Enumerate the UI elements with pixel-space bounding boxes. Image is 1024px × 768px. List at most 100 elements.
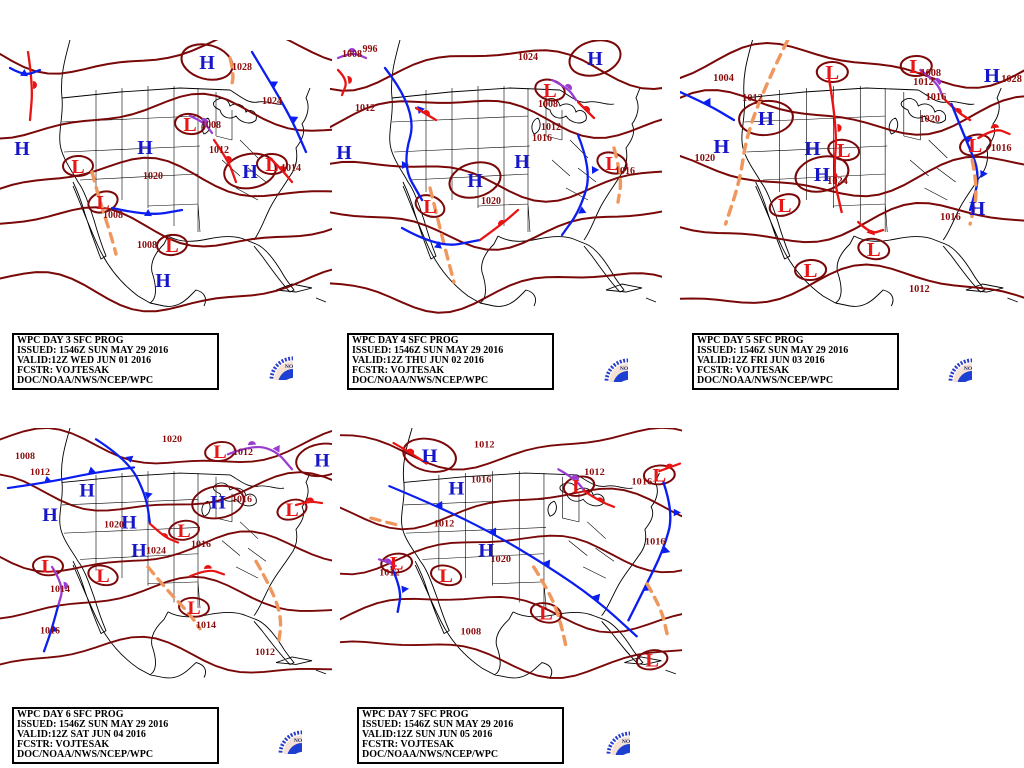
svg-text:H: H xyxy=(14,138,30,160)
noaa-logo xyxy=(254,706,302,754)
caption-title: WPC DAY 3 SFC PROG xyxy=(17,335,124,346)
svg-text:1020: 1020 xyxy=(162,434,182,445)
svg-text:H: H xyxy=(969,198,985,220)
svg-text:L: L xyxy=(41,557,54,577)
svg-text:L: L xyxy=(572,477,586,498)
svg-text:1016: 1016 xyxy=(40,626,60,637)
caption-issued: ISSUED: 1546Z SUN MAY 29 2016 xyxy=(697,345,849,356)
svg-text:L: L xyxy=(390,554,404,575)
caption-title: WPC DAY 7 SFC PROG xyxy=(362,709,469,720)
svg-text:L: L xyxy=(177,521,190,541)
svg-text:H: H xyxy=(713,136,729,158)
svg-text:H: H xyxy=(155,270,171,292)
svg-text:H: H xyxy=(79,481,95,501)
svg-text:L: L xyxy=(645,650,659,671)
svg-text:1008: 1008 xyxy=(342,49,362,60)
svg-text:H: H xyxy=(467,170,483,192)
svg-text:1008: 1008 xyxy=(201,120,221,131)
svg-text:L: L xyxy=(439,566,453,587)
svg-text:L: L xyxy=(543,80,556,102)
svg-text:1012: 1012 xyxy=(742,93,763,104)
svg-text:L: L xyxy=(825,62,839,84)
caption-agency: DOC/NOAA/NWS/NCEP/WPC xyxy=(352,375,489,386)
svg-text:1012: 1012 xyxy=(209,145,229,156)
svg-text:L: L xyxy=(183,114,196,136)
svg-text:L: L xyxy=(187,598,200,618)
svg-text:L: L xyxy=(778,195,792,217)
caption-forecaster: FCSTR: VOJTESAK xyxy=(352,365,445,376)
svg-text:H: H xyxy=(587,48,603,70)
svg-text:1016: 1016 xyxy=(191,539,211,550)
svg-text:1012: 1012 xyxy=(355,103,375,114)
svg-text:1012: 1012 xyxy=(434,519,455,529)
caption-valid: VALID:12Z THU JUN 02 2016 xyxy=(352,355,484,366)
svg-text:L: L xyxy=(213,443,226,463)
svg-text:H: H xyxy=(42,505,58,525)
svg-text:H: H xyxy=(448,478,464,499)
svg-text:L: L xyxy=(652,465,666,486)
svg-text:1016: 1016 xyxy=(940,212,961,223)
svg-text:1012: 1012 xyxy=(584,467,605,477)
svg-text:1020: 1020 xyxy=(490,555,511,565)
svg-text:H: H xyxy=(121,513,137,533)
svg-text:H: H xyxy=(805,138,821,160)
caption-agency: DOC/NOAA/NWS/NCEP/WPC xyxy=(17,375,154,386)
svg-text:1016: 1016 xyxy=(615,166,635,177)
svg-text:1008: 1008 xyxy=(461,627,482,637)
svg-text:1008: 1008 xyxy=(15,451,35,462)
svg-text:1020: 1020 xyxy=(481,196,501,207)
svg-text:1016: 1016 xyxy=(632,477,653,487)
svg-text:996: 996 xyxy=(363,44,378,55)
forecast-caption-box: WPC DAY 4 SFC PROG ISSUED: 1546Z SUN MAY… xyxy=(347,333,554,390)
svg-text:1028: 1028 xyxy=(232,62,252,73)
caption-title: WPC DAY 4 SFC PROG xyxy=(352,335,459,346)
svg-text:L: L xyxy=(804,260,818,282)
caption-forecaster: FCSTR: VOJTESAK xyxy=(362,739,455,750)
noaa-logo xyxy=(924,334,972,382)
svg-text:1024: 1024 xyxy=(518,52,538,63)
svg-text:1020: 1020 xyxy=(104,520,124,531)
svg-text:H: H xyxy=(814,164,830,186)
svg-text:H: H xyxy=(478,540,494,561)
surface-prog-map-day7: 101210161012101610121020101210081016HHHL… xyxy=(340,428,682,679)
caption-agency: DOC/NOAA/NWS/NCEP/WPC xyxy=(697,375,834,386)
caption-issued: ISSUED: 1546Z SUN MAY 29 2016 xyxy=(17,719,169,730)
prog-panel-day5: 1004 1012 1008 1012 1028 1016 1020 1020 1016 1024… xyxy=(680,40,1024,400)
svg-text:1008: 1008 xyxy=(538,99,558,110)
svg-text:1016: 1016 xyxy=(991,143,1012,154)
svg-text:1012: 1012 xyxy=(474,440,495,450)
caption-issued: ISSUED: 1546Z SUN MAY 29 2016 xyxy=(362,719,514,730)
caption-title: WPC DAY 5 SFC PROG xyxy=(697,335,804,346)
svg-text:L: L xyxy=(968,135,982,157)
caption-issued: ISSUED: 1546Z SUN MAY 29 2016 xyxy=(17,345,169,356)
caption-title: WPC DAY 6 SFC PROG xyxy=(17,709,124,720)
caption-valid: VALID:12Z SAT JUN 04 2016 xyxy=(17,729,146,740)
surface-prog-map-day6: 1020 1008 1012 1012 1016 1020 1024 1016 1014 1016… xyxy=(0,428,332,679)
prog-panel-day3: 1028 1024 1008 1012 1020 1014 1008 1008 H H H H H L L L… xyxy=(0,40,332,400)
svg-text:H: H xyxy=(199,52,215,74)
caption-valid: VALID:12Z WED JUN 01 2016 xyxy=(17,355,152,366)
svg-text:H: H xyxy=(758,108,774,130)
svg-text:H: H xyxy=(131,541,147,561)
svg-text:L: L xyxy=(96,566,109,586)
svg-text:1024: 1024 xyxy=(827,176,848,187)
svg-text:L: L xyxy=(837,140,851,162)
caption-agency: DOC/NOAA/NWS/NCEP/WPC xyxy=(362,749,499,760)
svg-text:H: H xyxy=(210,493,226,513)
caption-issued: ISSUED: 1546Z SUN MAY 29 2016 xyxy=(352,345,504,356)
svg-text:1008: 1008 xyxy=(920,68,941,79)
svg-text:L: L xyxy=(423,196,436,218)
svg-text:L: L xyxy=(71,156,84,178)
svg-text:1024: 1024 xyxy=(146,546,166,557)
svg-text:L: L xyxy=(867,239,881,261)
svg-text:H: H xyxy=(314,451,330,471)
svg-text:L: L xyxy=(165,235,178,257)
svg-text:H: H xyxy=(137,137,153,159)
svg-text:L: L xyxy=(539,603,553,624)
svg-text:L: L xyxy=(605,153,618,175)
svg-text:1008: 1008 xyxy=(137,240,157,251)
svg-text:1020: 1020 xyxy=(695,153,716,164)
svg-text:1016: 1016 xyxy=(471,475,492,485)
